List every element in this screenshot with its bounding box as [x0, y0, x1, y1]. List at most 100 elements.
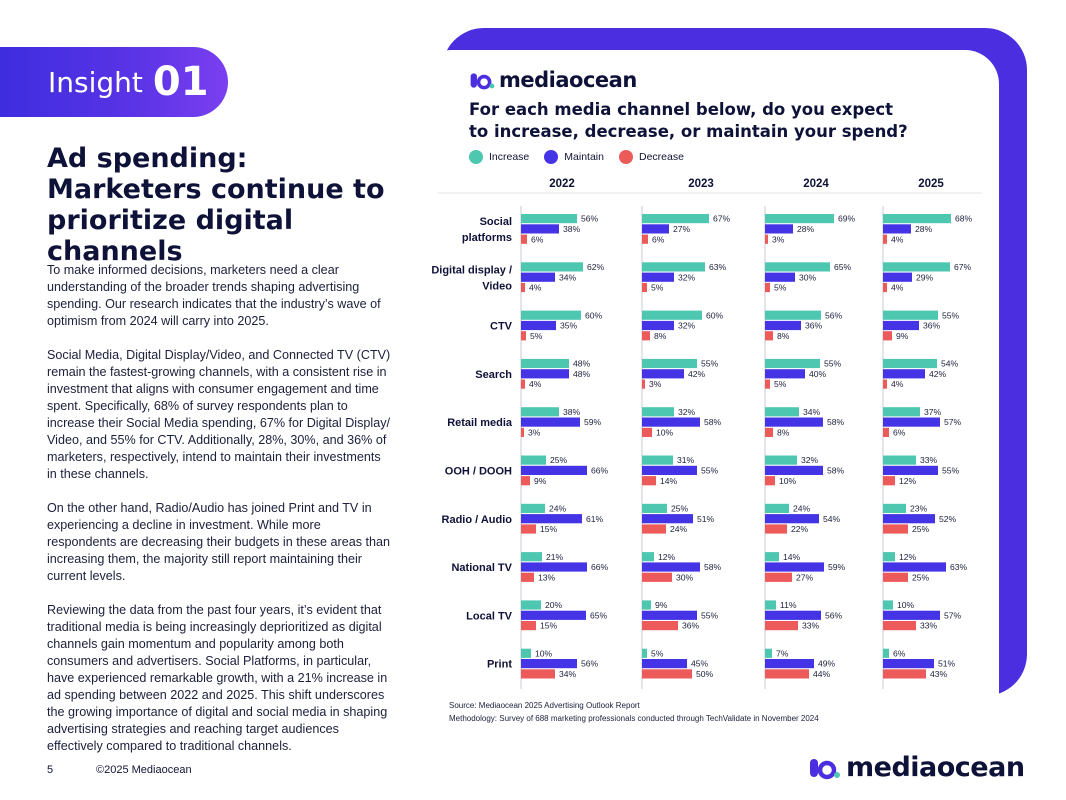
data-label: 55%	[701, 466, 719, 476]
data-label: 55%	[942, 466, 960, 476]
bar-decrease	[883, 427, 889, 437]
bar-decrease	[765, 476, 775, 486]
data-label: 4%	[529, 379, 542, 389]
bar-increase	[765, 407, 799, 417]
data-label: 4%	[891, 234, 904, 244]
data-label: 35%	[560, 321, 578, 331]
data-label: 31%	[677, 455, 695, 465]
bar-maintain	[521, 514, 582, 524]
data-label: 23%	[910, 504, 928, 514]
bar-decrease	[765, 524, 787, 534]
data-label: 8%	[777, 428, 790, 438]
data-label: 58%	[827, 466, 845, 476]
card-logo: mediaocean	[469, 68, 637, 92]
data-label: 20%	[545, 600, 563, 610]
bar-maintain	[642, 514, 693, 524]
bar-decrease	[883, 379, 887, 389]
bar-increase	[642, 552, 654, 562]
data-label: 11%	[780, 600, 797, 610]
category-label: Social	[480, 216, 512, 228]
bar-increase	[642, 600, 651, 610]
bar-decrease	[642, 669, 692, 679]
bar-increase	[883, 503, 906, 513]
bar-decrease	[642, 524, 666, 534]
bar-decrease	[521, 621, 536, 631]
data-label: 66%	[591, 562, 609, 572]
data-label: 51%	[697, 514, 715, 524]
bar-increase	[521, 503, 545, 513]
data-label: 25%	[912, 572, 930, 582]
bar-decrease	[642, 282, 647, 293]
bar-decrease	[521, 524, 536, 534]
page-title: Ad spending: Marketers continue to prior…	[47, 143, 385, 267]
bar-increase	[765, 552, 779, 562]
data-label: 6%	[893, 428, 906, 438]
bar-maintain	[765, 224, 793, 234]
data-label: 56%	[825, 610, 843, 620]
data-label: 32%	[678, 321, 696, 331]
data-label: 50%	[696, 669, 714, 679]
data-label: 15%	[540, 524, 558, 534]
logo-wordmark: mediaocean	[499, 68, 637, 92]
bar-decrease	[521, 669, 555, 679]
year-header: 2025	[918, 178, 944, 190]
legend-item-decrease: Decrease	[618, 150, 684, 164]
bar-maintain	[521, 369, 569, 379]
data-label: 56%	[581, 659, 599, 669]
legend-swatch	[618, 150, 633, 164]
bar-increase	[765, 358, 820, 369]
data-label: 38%	[563, 407, 581, 417]
bar-decrease	[765, 282, 770, 293]
bar-maintain	[883, 224, 911, 234]
data-label: 33%	[802, 621, 820, 631]
bar-increase	[521, 358, 569, 369]
data-label: 55%	[942, 310, 960, 320]
bar-maintain	[642, 610, 697, 620]
year-header: 2022	[549, 178, 575, 190]
data-label: 63%	[709, 262, 727, 272]
methodology-line: Methodology: Survey of 688 marketing pro…	[449, 714, 819, 723]
data-label: 27%	[673, 224, 691, 234]
data-label: 56%	[581, 214, 599, 224]
bar-decrease	[521, 476, 530, 486]
bar-increase	[642, 648, 647, 658]
page-number: 5	[47, 764, 54, 776]
bar-decrease	[642, 379, 645, 389]
bar-maintain	[883, 417, 940, 427]
bar-decrease	[765, 572, 792, 582]
data-label: 40%	[809, 369, 827, 379]
data-label: 62%	[587, 262, 605, 272]
data-label: 8%	[654, 331, 667, 341]
data-label: 30%	[676, 572, 694, 582]
data-label: 68%	[955, 214, 973, 224]
bar-chart: 2022 2023 2024 202556%38%6%62%34%4%60%35%5%…	[431, 178, 982, 689]
bar-increase	[642, 262, 705, 272]
bar-maintain	[883, 659, 934, 669]
bar-increase	[521, 310, 581, 320]
data-label: 25%	[550, 455, 568, 465]
data-label: 13%	[538, 572, 556, 582]
bar-increase	[883, 600, 893, 610]
bar-increase	[883, 262, 950, 272]
category-label: Retail media	[447, 417, 513, 429]
data-label: 6%	[531, 234, 544, 244]
bar-increase	[765, 648, 772, 658]
data-label: 55%	[824, 359, 842, 369]
data-label: 55%	[701, 610, 719, 620]
data-label: 10%	[656, 428, 674, 438]
data-label: 34%	[559, 669, 577, 679]
bar-maintain	[765, 369, 805, 379]
bar-maintain	[883, 562, 946, 572]
legend-label: Maintain	[564, 151, 604, 163]
data-label: 67%	[713, 214, 731, 224]
bar-increase	[521, 552, 542, 562]
bar-increase	[521, 648, 531, 658]
bar-maintain	[642, 417, 700, 427]
bar-maintain	[765, 417, 823, 427]
bar-maintain	[642, 272, 674, 282]
data-label: 58%	[704, 562, 722, 572]
bar-decrease	[765, 427, 773, 437]
data-label: 33%	[920, 455, 938, 465]
bar-maintain	[521, 562, 587, 572]
data-label: 14%	[660, 476, 678, 486]
